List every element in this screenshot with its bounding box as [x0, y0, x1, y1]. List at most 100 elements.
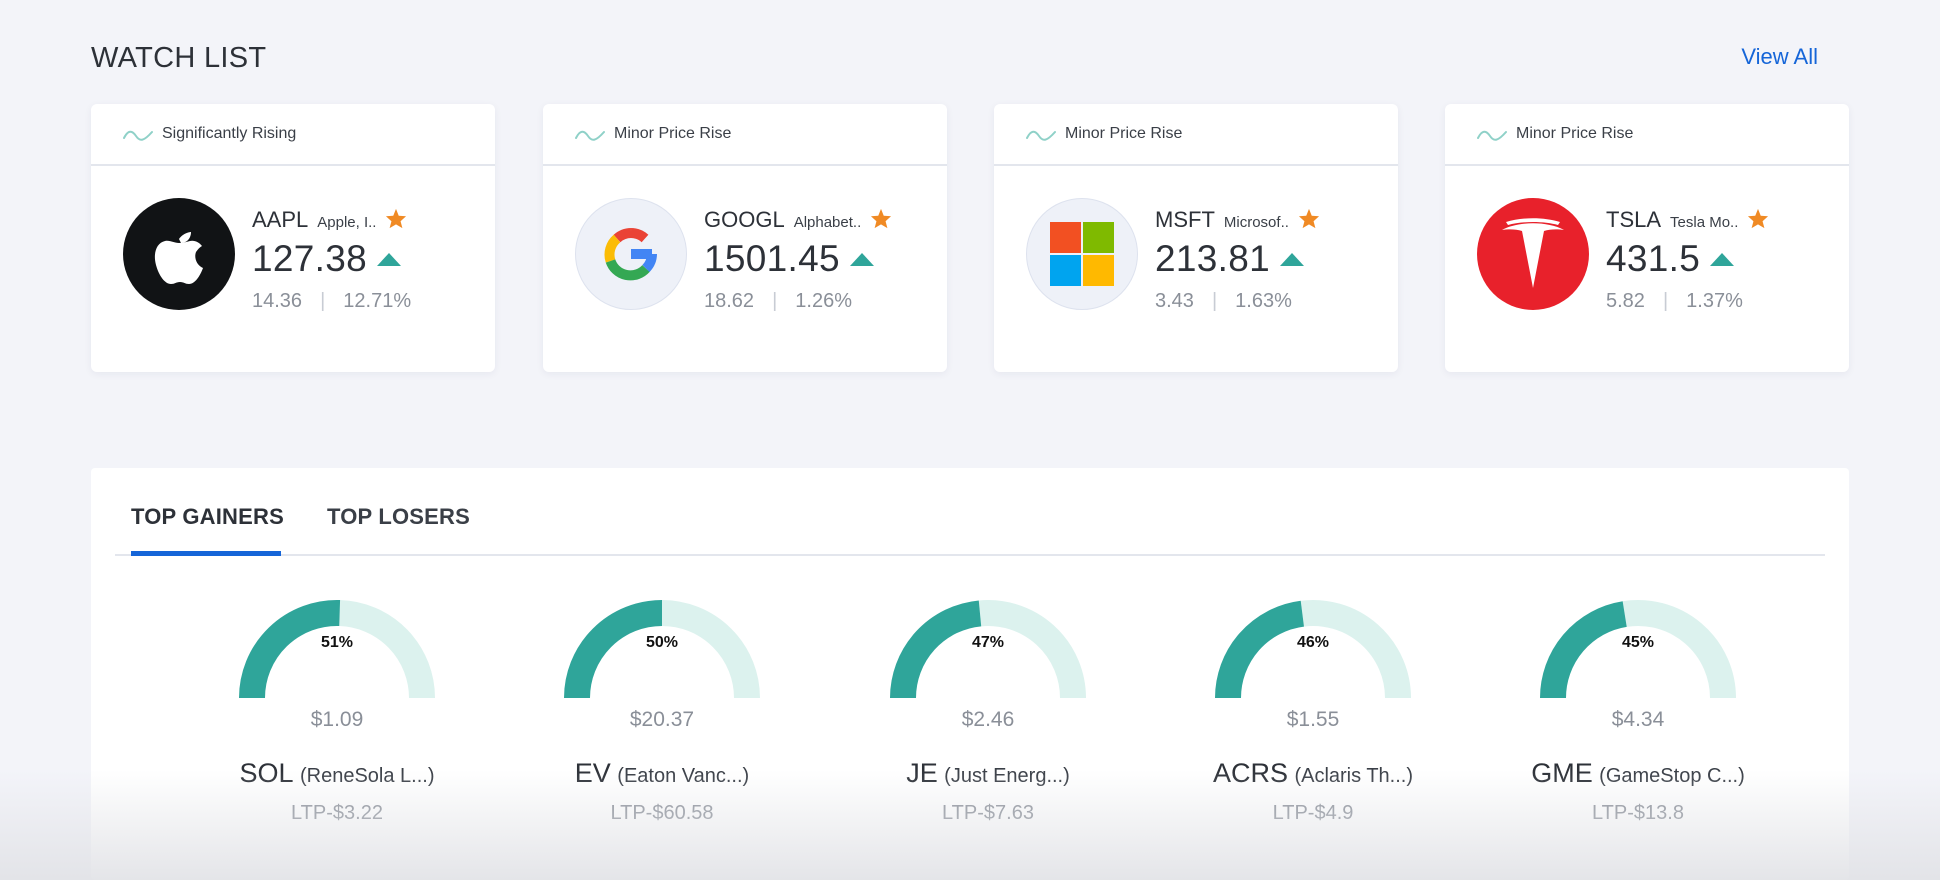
watchlist-cards: Significantly Rising AAPL Apple, I..: [91, 104, 1849, 374]
gauge-chart: [1215, 600, 1411, 698]
ticker-symbol: GOOGL: [704, 207, 785, 232]
gauge-chart: [564, 600, 760, 698]
divider: |: [772, 290, 778, 312]
up-triangle-icon: [849, 252, 874, 266]
mover-company: (ReneSola L...): [299, 765, 435, 787]
mover-name: ACRS (Aclaris Th...): [1193, 758, 1433, 789]
price-change-percent: 1.37%: [1686, 290, 1743, 312]
ticker-symbol: MSFT: [1155, 207, 1215, 232]
mover-name: GME (GameStop C...): [1518, 758, 1758, 789]
mover-symbol: GME: [1531, 758, 1593, 788]
star-icon[interactable]: [385, 208, 407, 229]
wave-icon: [1026, 130, 1056, 141]
mover-ltp: LTP-$3.22: [291, 802, 383, 824]
current-price: 1501.45: [704, 238, 840, 279]
watchlist-header: WATCH LIST View All: [91, 40, 1818, 80]
mover-symbol: ACRS: [1212, 758, 1288, 788]
mover-price: $20.37: [629, 708, 695, 731]
price-change: 5.82: [1606, 290, 1645, 312]
mover-name: EV (Eaton Vanc...): [542, 758, 782, 789]
mover-symbol: EV: [574, 758, 611, 788]
top-movers-panel: TOP GAINERS TOP LOSERS 51% $1.09 SOL (Re…: [91, 468, 1849, 880]
mover-company: (Eaton Vanc...): [617, 765, 750, 787]
company-name: Alphabet..: [793, 214, 862, 231]
mover-price: $4.34: [1611, 708, 1665, 731]
company-name: Microsof..: [1223, 214, 1289, 231]
watchlist-card-googl[interactable]: Minor Price Rise GOOGL Alphabet..: [543, 104, 947, 372]
ticker-symbol: AAPL: [252, 207, 309, 232]
gauge-percent: 51%: [320, 634, 354, 651]
mover-company: (Just Energ...): [944, 765, 1070, 787]
gauge-fill: [1540, 601, 1628, 698]
wave-icon: [123, 130, 153, 141]
card-header: Minor Price Rise: [543, 104, 947, 166]
star-icon[interactable]: [1747, 208, 1769, 229]
active-tab-indicator: [131, 551, 281, 556]
company-name: Apple, I..: [317, 214, 377, 231]
mover-card[interactable]: 51% $1.09 SOL (ReneSola L...) LTP-$3.22: [217, 598, 457, 838]
tab-top-gainers[interactable]: TOP GAINERS: [131, 504, 284, 529]
tab-top-losers[interactable]: TOP LOSERS: [327, 504, 471, 529]
gauge-track: [661, 600, 760, 698]
gauge-fill: [564, 600, 663, 698]
mover-card[interactable]: 47% $2.46 JE (Just Energ...) LTP-$7.63: [868, 598, 1108, 838]
price-change-percent: 12.71%: [343, 290, 412, 312]
star-icon[interactable]: [870, 208, 892, 229]
mover-company: (GameStop C...): [1599, 765, 1745, 787]
card-header: Minor Price Rise: [1445, 104, 1849, 166]
price-change-percent: 1.26%: [795, 290, 852, 312]
apple-logo: [123, 198, 235, 310]
current-price: 213.81: [1155, 238, 1270, 279]
up-triangle-icon: [1710, 252, 1735, 266]
mover-price: $2.46: [961, 708, 1015, 731]
gauge-track: [338, 600, 435, 698]
mover-ltp: LTP-$13.8: [1592, 802, 1684, 824]
view-all-link[interactable]: View All: [1741, 44, 1818, 69]
mover-card[interactable]: 46% $1.55 ACRS (Aclaris Th...) LTP-$4.9: [1193, 598, 1433, 838]
mover-symbol: SOL: [239, 758, 294, 788]
movers-tabs: TOP GAINERS TOP LOSERS: [115, 468, 1825, 556]
gauge-track: [1622, 600, 1736, 698]
gauge-percent: 46%: [1296, 634, 1330, 651]
google-logo: [575, 198, 687, 310]
trend-label: Significantly Rising: [162, 125, 297, 142]
gauge-percent: 45%: [1621, 634, 1655, 651]
wave-icon: [1477, 130, 1507, 141]
gauge-track: [1300, 600, 1411, 698]
gauge-percent: 50%: [645, 634, 679, 651]
gauge-chart: [890, 600, 1086, 698]
watchlist-card-msft[interactable]: Minor Price Rise MSFT Microsof..: [994, 104, 1398, 372]
mover-price: $1.09: [310, 708, 364, 731]
divider: |: [320, 290, 326, 312]
mover-card[interactable]: 45% $4.34 GME (GameStop C...) LTP-$13.8: [1518, 598, 1758, 838]
trend-label: Minor Price Rise: [1516, 125, 1634, 142]
mover-symbol: JE: [906, 758, 938, 788]
card-header: Significantly Rising: [91, 104, 495, 166]
mover-name: JE (Just Energ...): [868, 758, 1108, 789]
trend-label: Minor Price Rise: [614, 125, 732, 142]
gauge-track: [978, 600, 1086, 698]
watchlist-card-tsla[interactable]: Minor Price Rise TSLA Tesla Mo..: [1445, 104, 1849, 372]
divider: |: [1211, 290, 1218, 312]
price-change: 18.62: [704, 290, 755, 312]
mover-ltp: LTP-$60.58: [610, 802, 714, 824]
gauge-fill: [890, 600, 982, 698]
mover-card[interactable]: 50% $20.37 EV (Eaton Vanc...) LTP-$60.58: [542, 598, 782, 838]
ticker-symbol: TSLA: [1606, 207, 1662, 232]
price-change-percent: 1.63%: [1235, 290, 1292, 312]
up-triangle-icon: [1279, 252, 1304, 266]
gauge-fill: [1215, 600, 1305, 698]
tesla-logo: [1477, 198, 1589, 310]
divider: |: [1662, 290, 1669, 312]
mover-name: SOL (ReneSola L...): [217, 758, 457, 789]
gauge-chart: [239, 600, 435, 698]
trend-label: Minor Price Rise: [1065, 125, 1183, 142]
star-icon[interactable]: [1298, 208, 1320, 229]
watchlist-title: WATCH LIST: [91, 42, 267, 74]
card-header: Minor Price Rise: [994, 104, 1398, 166]
watchlist-card-aapl[interactable]: Significantly Rising AAPL Apple, I..: [91, 104, 495, 372]
mover-ltp: LTP-$7.63: [942, 802, 1034, 824]
price-change: 3.43: [1155, 290, 1194, 312]
microsoft-logo: [1026, 198, 1138, 310]
